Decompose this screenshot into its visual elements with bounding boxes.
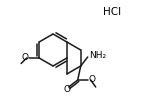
Text: O: O — [63, 84, 70, 94]
Text: O: O — [22, 54, 29, 62]
Text: O: O — [88, 76, 95, 84]
Text: HCl: HCl — [103, 7, 121, 17]
Text: NH₂: NH₂ — [89, 52, 106, 60]
